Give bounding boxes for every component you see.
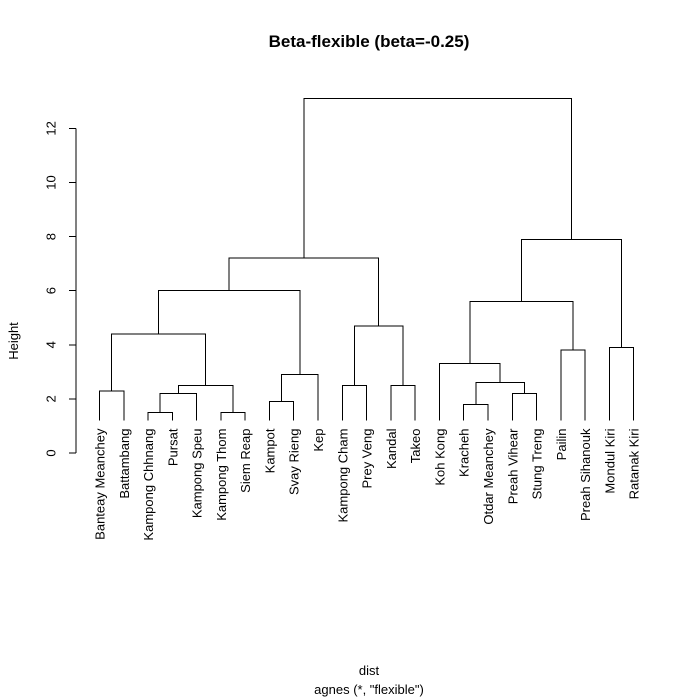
- branch-m13: [228, 257, 380, 326]
- branch-m17: [438, 363, 501, 421]
- leaf-label: Kampong Thom: [214, 429, 229, 521]
- dendrogram-branches: [99, 98, 635, 421]
- y-tick-label: 12: [43, 121, 58, 135]
- leaf-label: Siem Reap: [238, 429, 253, 493]
- y-tick-label: 10: [43, 175, 58, 189]
- leaf-labels: Banteay Meanchey Battambang Kampong Chhnan…: [93, 428, 642, 541]
- branch-m8: [281, 374, 319, 421]
- branch-m2: [147, 411, 173, 421]
- leaf-label: Koh Kong: [432, 429, 447, 486]
- branch-m14: [463, 403, 489, 421]
- branch-m20: [608, 347, 635, 421]
- leaf-label: Kracheh: [457, 429, 472, 477]
- chart-title: Beta-flexible (beta=-0.25): [269, 32, 470, 51]
- leaf-label: Kep: [311, 429, 326, 452]
- leaf-label: Preah Vihear: [505, 428, 520, 504]
- leaf-label: Stung Treng: [530, 429, 545, 500]
- branch-m11: [390, 384, 416, 421]
- x-axis-label: dist: [359, 663, 380, 678]
- branch-m1: [99, 390, 125, 421]
- leaf-label: Takeo: [408, 429, 423, 464]
- branch-m21: [520, 238, 623, 348]
- branch-m6: [111, 333, 207, 391]
- branch-m3: [159, 392, 198, 421]
- leaf-label: Pailin: [554, 429, 569, 461]
- y-tick-label: 8: [43, 233, 58, 240]
- leaf-label: Mondul Kiri: [602, 428, 617, 493]
- leaf-label: Kampot: [262, 428, 277, 473]
- branch-m15: [511, 392, 538, 421]
- leaf-label: Ratanak Kiri: [627, 428, 642, 499]
- x-axis-sublabel: agnes (*, "flexible"): [314, 682, 424, 697]
- branch-m22: [303, 98, 572, 259]
- y-tick-label: 4: [43, 341, 58, 348]
- leaf-label: Kampong Chhnang: [141, 429, 156, 541]
- branch-m4: [220, 411, 246, 421]
- branch-m18: [560, 349, 586, 421]
- branch-m5: [177, 384, 234, 413]
- leaf-label: Preah Sihanouk: [578, 428, 593, 521]
- leaf-label: Banteay Meanchey: [93, 428, 108, 540]
- y-tick-label: 6: [43, 287, 58, 294]
- leaf-label: Otdar Meanchey: [481, 428, 496, 525]
- leaf-label: Kampong Speu: [190, 429, 205, 519]
- y-axis: 0 2 4 6 8 10 12: [43, 121, 77, 457]
- leaf-label: Prey Veng: [360, 429, 375, 489]
- leaf-label: Battambang: [117, 429, 132, 499]
- leaf-label: Pursat: [165, 428, 180, 466]
- y-tick-label: 2: [43, 395, 58, 402]
- branch-m12: [353, 325, 404, 386]
- leaf-label: Kampong Cham: [335, 429, 350, 523]
- leaf-label: Kandal: [384, 428, 399, 469]
- branch-m7: [268, 401, 295, 421]
- y-axis-label: Height: [6, 322, 21, 360]
- y-tick-label: 0: [43, 449, 58, 456]
- branch-m9: [158, 290, 301, 375]
- branch-m10: [341, 384, 368, 421]
- leaf-label: Svay Rieng: [287, 429, 302, 495]
- branch-m19: [469, 301, 574, 364]
